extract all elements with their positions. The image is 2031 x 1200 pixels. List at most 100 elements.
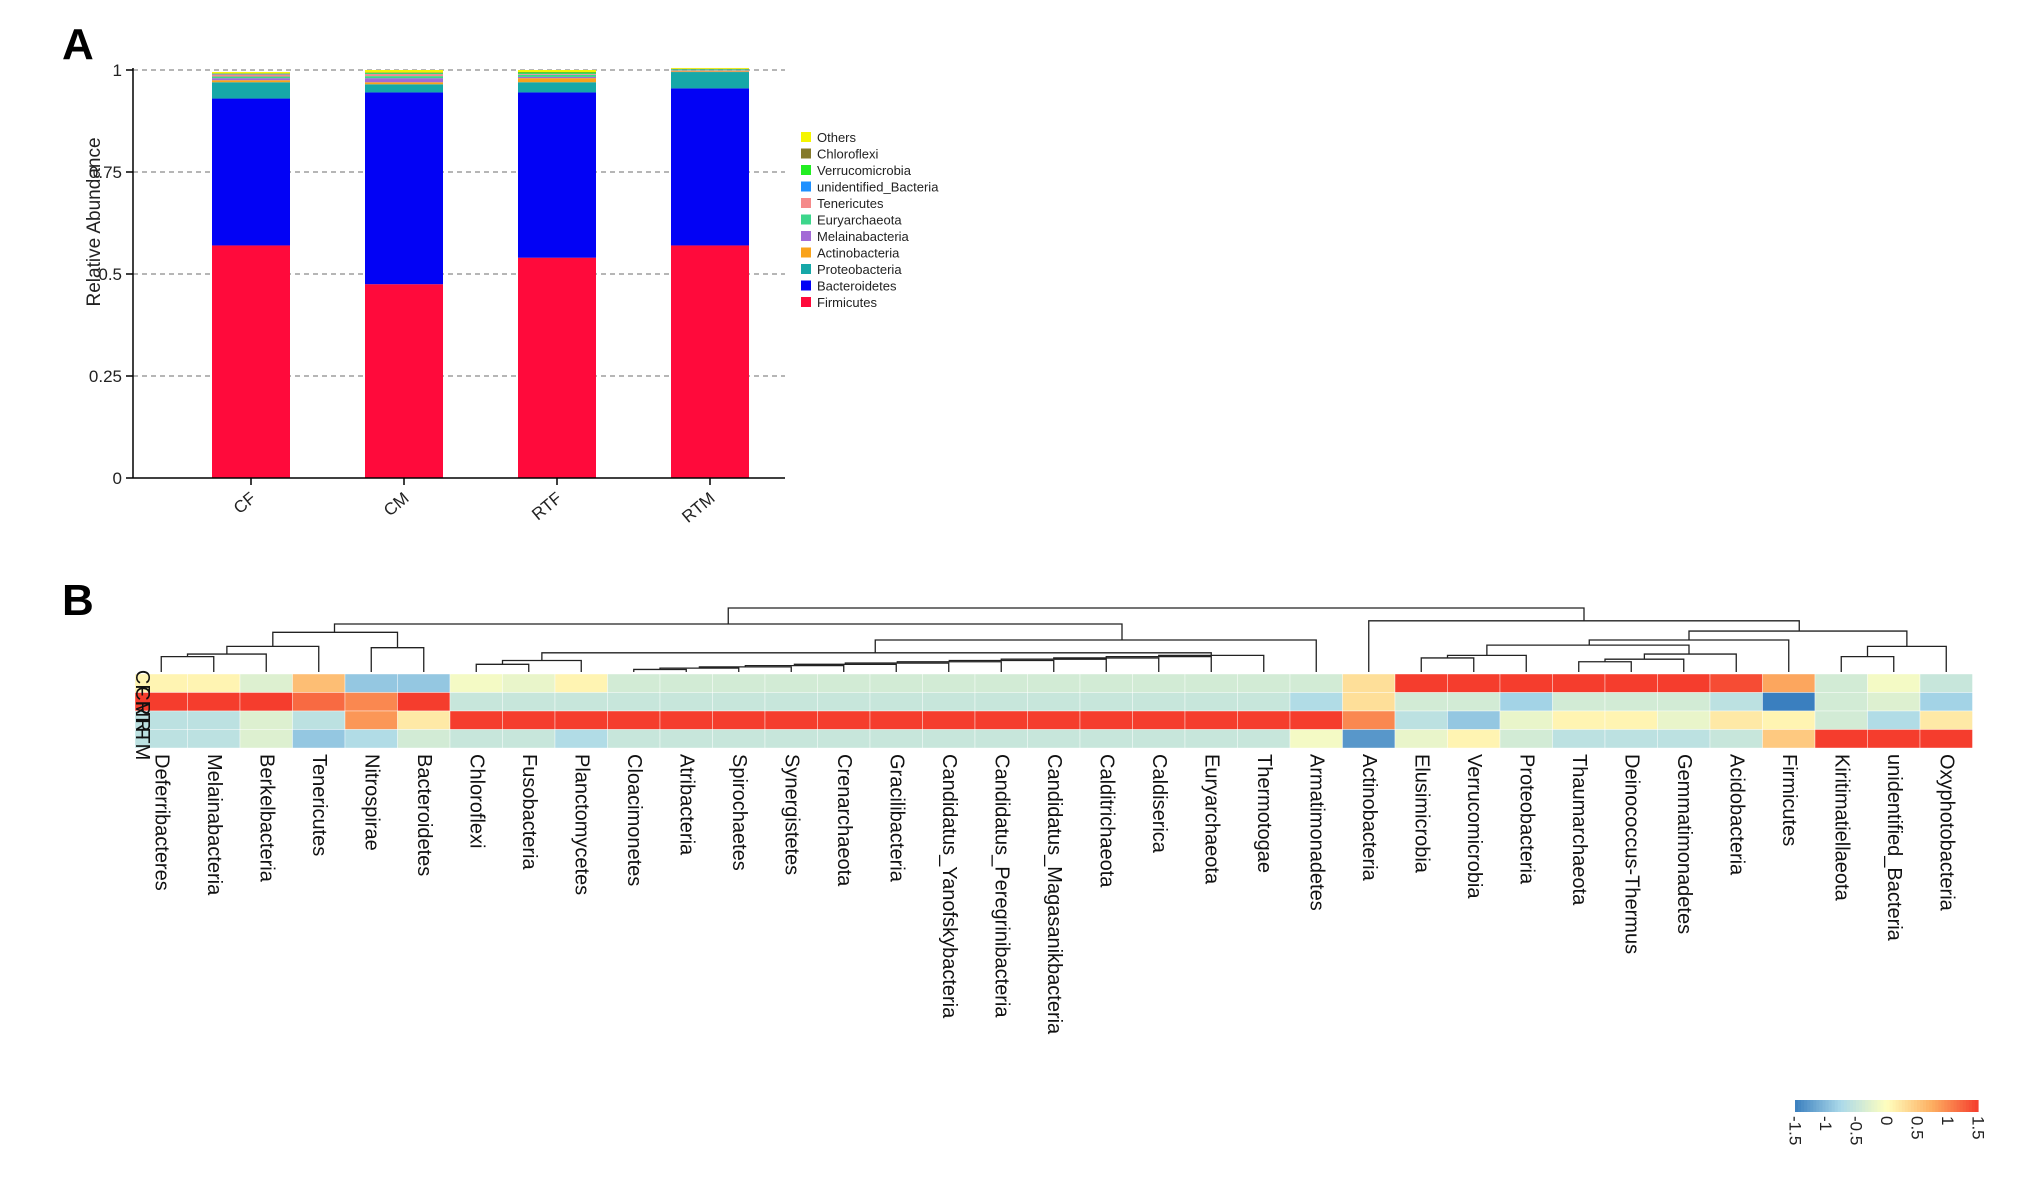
bar-segment — [518, 78, 596, 83]
bar-segment — [518, 70, 596, 73]
heatmap-cell — [659, 729, 713, 749]
heatmap-cell — [1709, 710, 1763, 730]
row-label: CM — [131, 686, 153, 717]
heatmap-cell — [344, 673, 398, 693]
heatmap-cell — [239, 710, 293, 730]
colorbar-segment — [1962, 1100, 1967, 1112]
legend-label: Others — [817, 130, 857, 145]
bar-segment — [671, 71, 749, 73]
legend-label: Tenericutes — [817, 196, 884, 211]
heatmap-cell — [1184, 729, 1238, 749]
chart-axes — [126, 68, 785, 485]
bar-segment — [365, 82, 443, 85]
legend-item: Chloroflexi — [801, 147, 879, 162]
bar-segment — [365, 92, 443, 285]
heatmap-cell — [764, 692, 818, 712]
heatmap-cell — [869, 710, 923, 730]
heatmap-cell — [1919, 692, 1973, 712]
bar-segment — [671, 67, 749, 69]
dendrogram-link — [475, 663, 530, 672]
heatmap-cell — [1394, 692, 1448, 712]
colorbar-segment — [1852, 1100, 1857, 1112]
bar-stack-rtm — [671, 67, 749, 478]
heatmap-cell — [344, 710, 398, 730]
heatmap-cell — [764, 729, 818, 749]
colorbar-segment — [1913, 1100, 1918, 1112]
dendrogram-link — [874, 639, 1317, 672]
heatmap-cell — [1762, 673, 1816, 693]
y-tick-label: 0 — [113, 469, 122, 488]
column-label: Planctomycetes — [570, 754, 592, 895]
legend-swatch — [801, 214, 811, 225]
heatmap-cell — [1604, 692, 1658, 712]
heatmap-cell — [1762, 692, 1816, 712]
heatmap-cell — [817, 692, 871, 712]
legend-label: unidentified_Bacteria — [817, 180, 939, 195]
heatmap-cell — [1657, 692, 1711, 712]
column-dendrogram — [160, 607, 1947, 672]
bar-segment — [365, 76, 443, 79]
legend-swatch — [801, 264, 811, 274]
colorbar-segment — [1862, 1100, 1866, 1112]
legend-swatch — [801, 132, 811, 142]
y-tick-label: 0.75 — [89, 163, 122, 182]
legend-label: Melainabacteria — [817, 229, 910, 244]
column-label: Fusobacteria — [518, 754, 540, 870]
colorbar-segment — [1856, 1100, 1860, 1112]
legend-label: Actinobacteria — [817, 246, 900, 261]
heatmap-cell — [712, 710, 766, 730]
colorbar-segment — [1865, 1100, 1869, 1112]
heatmap-cell — [502, 710, 556, 730]
bar-segment — [518, 72, 596, 74]
heatmap-cell — [922, 729, 976, 749]
column-label: Deinococcus-Thermus — [1620, 754, 1642, 954]
heatmap-cell — [1814, 673, 1868, 693]
heatmap-cell — [292, 673, 346, 693]
panel-b-label: B — [62, 576, 94, 625]
heatmap-cell — [1342, 673, 1396, 693]
column-label: Atribacteria — [675, 754, 697, 856]
column-label: Verrucomicrobia — [1463, 754, 1485, 899]
legend-item: Melainabacteria — [801, 229, 910, 244]
colorbar-segment — [1874, 1100, 1878, 1112]
legend-label: Euryarchaeota — [817, 213, 902, 228]
dendrogram-link — [160, 655, 215, 672]
heatmap-cell — [764, 673, 818, 693]
dendrogram-link — [727, 607, 1585, 624]
colorbar-segment — [1834, 1100, 1839, 1112]
heatmap-cell — [1814, 729, 1868, 749]
colorbar-segment — [1819, 1100, 1824, 1112]
heatmap-cell — [1709, 729, 1763, 749]
heatmap-cell — [922, 692, 976, 712]
dendrogram-link — [1578, 661, 1632, 672]
bar-segment — [212, 72, 290, 74]
heatmap-cell — [1657, 673, 1711, 693]
colorbar-segment — [1843, 1100, 1848, 1112]
heatmap-cell — [1447, 710, 1501, 730]
heatmap-cell — [1289, 673, 1343, 693]
colorbar-segment — [1798, 1100, 1802, 1112]
heatmap-cell — [1447, 692, 1501, 712]
column-labels: Deferribacteres Melainabacteria Berkelbact… — [150, 754, 1957, 1035]
heatmap-cell — [817, 673, 871, 693]
dendrogram-link — [272, 631, 399, 648]
heatmap-cell — [1919, 673, 1973, 693]
heatmap-cell — [1867, 710, 1921, 730]
dendrogram-link — [633, 668, 687, 672]
bar-segment — [212, 80, 290, 83]
heatmap-cell — [607, 673, 661, 693]
legend-label: Proteobacteria — [817, 262, 902, 277]
heatmap-cell — [1079, 692, 1133, 712]
heatmap-cell — [607, 729, 661, 749]
colorbar-segment — [1828, 1100, 1833, 1112]
colorbar-segment — [1950, 1100, 1955, 1112]
heatmap-cell — [1814, 710, 1868, 730]
heatmap-cell — [397, 710, 451, 730]
legend-swatch — [801, 297, 811, 307]
heatmap-cell — [1289, 692, 1343, 712]
legend-label: Chloroflexi — [817, 147, 879, 162]
column-label: Acidobacteria — [1725, 754, 1747, 876]
heatmap-cell — [1079, 729, 1133, 749]
colorbar-segment — [1880, 1100, 1885, 1112]
